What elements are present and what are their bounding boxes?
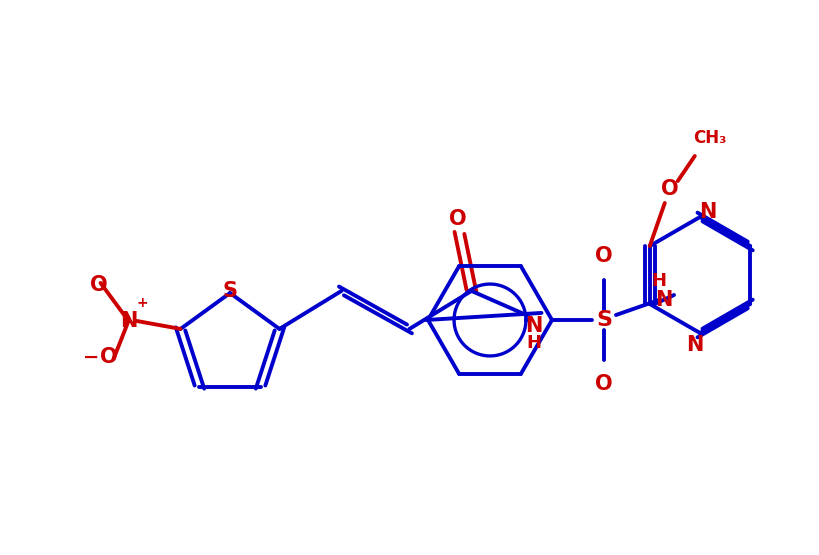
- Text: N: N: [525, 316, 542, 336]
- Text: O: O: [595, 246, 613, 266]
- Text: H: H: [526, 334, 541, 352]
- Text: +: +: [137, 296, 148, 310]
- Text: N: N: [120, 311, 138, 331]
- Text: O: O: [90, 275, 107, 295]
- Text: −: −: [84, 347, 100, 366]
- Text: S: S: [596, 310, 612, 330]
- Text: N: N: [699, 202, 717, 222]
- Text: N: N: [686, 335, 704, 355]
- Text: H: H: [651, 272, 667, 290]
- Text: O: O: [449, 209, 466, 229]
- Text: S: S: [223, 281, 238, 301]
- Text: CH₃: CH₃: [693, 129, 726, 147]
- Text: O: O: [100, 347, 117, 367]
- Text: O: O: [595, 374, 613, 394]
- Text: N: N: [655, 290, 672, 310]
- Text: O: O: [661, 179, 679, 199]
